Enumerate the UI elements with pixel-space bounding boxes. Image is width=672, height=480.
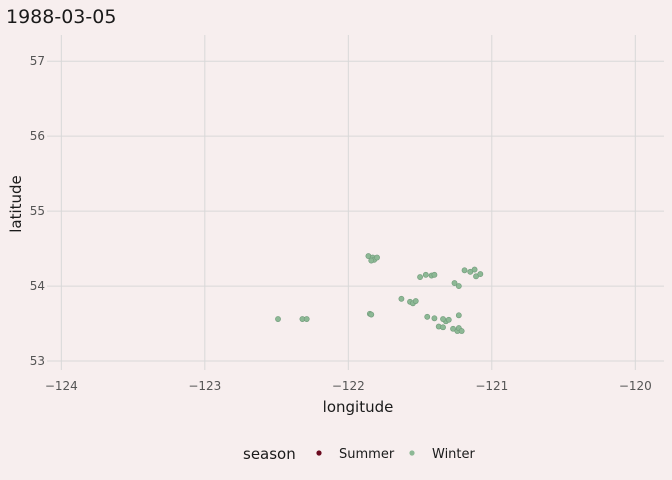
x-tick-label: −120 xyxy=(619,379,652,393)
data-point-winter xyxy=(461,267,468,274)
data-point-winter xyxy=(431,271,438,278)
data-point-winter xyxy=(440,316,446,322)
y-tick-label: 57 xyxy=(30,54,45,68)
x-tick-label: −121 xyxy=(475,379,508,393)
y-tick-label: 53 xyxy=(30,354,45,368)
x-axis-label: longitude xyxy=(323,398,394,416)
data-point-winter xyxy=(368,257,375,264)
data-point-winter xyxy=(412,298,419,304)
data-point-winter xyxy=(417,274,423,280)
data-point-winter xyxy=(424,313,431,320)
data-point-winter xyxy=(477,271,484,277)
data-point-winter xyxy=(451,280,458,286)
x-tick-label: −122 xyxy=(332,379,365,393)
data-point-winter xyxy=(445,316,452,323)
legend-title: season xyxy=(243,445,296,463)
data-point-winter xyxy=(275,316,281,322)
legend-key-winter xyxy=(409,450,415,456)
legend-key-summer xyxy=(316,450,322,456)
data-point-winter xyxy=(455,312,462,319)
data-points xyxy=(275,253,484,334)
chart-title: 1988-03-05 xyxy=(6,6,116,28)
y-tick-labels: 53 54 55 56 57 xyxy=(30,54,45,368)
data-point-winter xyxy=(455,283,462,289)
data-point-winter xyxy=(303,316,310,322)
data-point-winter xyxy=(440,324,446,331)
x-tick-labels: −124 −123 −122 −121 −120 xyxy=(45,379,652,393)
y-tick-label: 55 xyxy=(30,204,45,218)
data-point-winter xyxy=(431,315,438,322)
y-axis-label: latitude xyxy=(7,175,25,233)
data-point-winter xyxy=(422,271,429,278)
data-point-winter xyxy=(458,328,465,334)
y-tick-label: 56 xyxy=(30,129,45,143)
legend: season Summer Winter xyxy=(243,445,476,463)
x-tick-label: −123 xyxy=(188,379,221,393)
legend-label-summer: Summer xyxy=(339,447,395,462)
x-tick-label: −124 xyxy=(45,379,78,393)
y-tick-label: 54 xyxy=(30,279,45,293)
data-point-winter xyxy=(398,295,405,302)
grid-lines xyxy=(47,35,664,370)
data-point-winter xyxy=(374,254,380,261)
data-point-winter xyxy=(368,311,375,318)
data-point-winter xyxy=(471,266,478,273)
legend-label-winter: Winter xyxy=(432,447,476,462)
